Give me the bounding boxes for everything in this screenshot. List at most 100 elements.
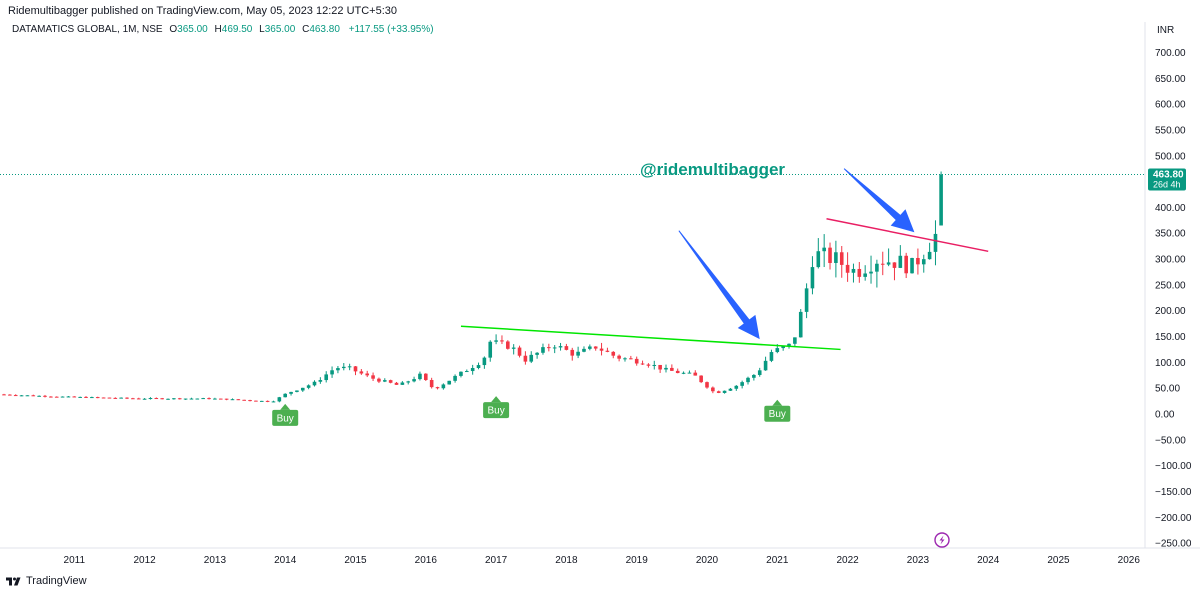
candle-body bbox=[424, 373, 428, 380]
symbol-name[interactable]: DATAMATICS GLOBAL, 1M, NSE bbox=[12, 24, 163, 35]
candle-body bbox=[769, 352, 774, 361]
candle-body bbox=[78, 396, 82, 398]
candle-body bbox=[722, 390, 727, 393]
candle-body bbox=[254, 400, 258, 402]
tradingview-logo-icon bbox=[6, 577, 21, 585]
y-tick-label: 100.00 bbox=[1155, 358, 1186, 369]
candle-body bbox=[189, 398, 194, 400]
candle-body bbox=[242, 399, 246, 401]
x-tick-label: 2012 bbox=[133, 555, 156, 566]
candle-body bbox=[798, 311, 803, 338]
candle-body bbox=[875, 263, 879, 272]
price-axis: 700.00650.00600.00550.00500.00450.00400.… bbox=[1148, 48, 1192, 550]
candle-body bbox=[435, 387, 440, 389]
buy-badge-pointer bbox=[491, 396, 502, 403]
low-value: 365.00 bbox=[264, 24, 296, 35]
candle-body bbox=[177, 398, 182, 400]
candle-body bbox=[552, 347, 557, 349]
candle-body bbox=[916, 257, 920, 265]
candle-body bbox=[869, 271, 873, 274]
currency-label[interactable]: INR bbox=[1157, 25, 1175, 36]
x-tick-label: 2015 bbox=[344, 555, 367, 566]
y-tick-label: −100.00 bbox=[1155, 461, 1192, 472]
candle-body bbox=[711, 387, 715, 392]
candle-body bbox=[277, 397, 282, 402]
candle-body bbox=[312, 381, 317, 386]
footer-brand[interactable]: TradingView bbox=[6, 575, 87, 587]
buy-signal-badge: Buy bbox=[483, 396, 510, 419]
x-tick-label: 2025 bbox=[1047, 555, 1070, 566]
buy-badge-pointer bbox=[280, 403, 291, 410]
candle-body bbox=[681, 372, 686, 374]
candle-body bbox=[207, 398, 211, 400]
candle-body bbox=[476, 365, 481, 369]
candle-body bbox=[886, 262, 891, 265]
time-axis: 2011 2012 2013 2014 2015 2016 2017 2018 2019 2020… bbox=[64, 555, 1141, 566]
flash-icon[interactable] bbox=[934, 532, 950, 548]
candle-body bbox=[8, 394, 12, 396]
candle-body bbox=[716, 391, 721, 393]
candle-body bbox=[382, 380, 387, 382]
y-tick-label: 250.00 bbox=[1155, 280, 1186, 291]
candle-body bbox=[131, 398, 135, 400]
candle-body bbox=[757, 370, 762, 375]
chart-grid bbox=[0, 22, 1200, 549]
candle-body bbox=[201, 398, 205, 400]
candle-body bbox=[793, 337, 797, 344]
candle-body bbox=[845, 264, 850, 273]
candle-body bbox=[218, 398, 223, 400]
candle-body bbox=[494, 340, 498, 342]
candle-body bbox=[652, 364, 657, 366]
candle-body bbox=[447, 380, 452, 385]
x-tick-label: 2021 bbox=[766, 555, 789, 566]
candle-body bbox=[31, 395, 36, 397]
candle-body bbox=[529, 354, 534, 362]
candle-body bbox=[617, 355, 621, 359]
candle-body bbox=[863, 273, 867, 277]
candle-body bbox=[775, 348, 780, 353]
candle-body bbox=[629, 358, 633, 360]
close-value: 463.80 bbox=[309, 24, 340, 35]
candle-body bbox=[183, 398, 188, 400]
flash-icon-ring bbox=[934, 532, 950, 548]
candle-body bbox=[300, 387, 305, 391]
arrow-annotation bbox=[678, 230, 760, 340]
candle-body bbox=[230, 399, 235, 401]
candle-body bbox=[371, 375, 375, 379]
candle-body bbox=[113, 397, 118, 399]
candle-body bbox=[265, 400, 270, 402]
close-label: C bbox=[302, 24, 310, 35]
high-value: 469.50 bbox=[221, 24, 253, 35]
open-value: 365.00 bbox=[177, 24, 208, 35]
candle-body bbox=[804, 288, 809, 312]
candle-body bbox=[136, 398, 141, 400]
y-tick-label: 400.00 bbox=[1155, 203, 1186, 214]
last-price-value: 463.80 bbox=[1153, 169, 1184, 180]
candle-body bbox=[570, 349, 575, 356]
candle-body bbox=[289, 391, 293, 394]
y-tick-label: 0.00 bbox=[1155, 410, 1175, 421]
candle-body bbox=[107, 397, 112, 399]
candle-body bbox=[418, 373, 422, 380]
candle-body bbox=[921, 259, 926, 265]
candle-body bbox=[787, 343, 791, 347]
candle-body bbox=[763, 360, 768, 371]
candle-body bbox=[148, 398, 153, 400]
candle-body bbox=[933, 233, 938, 252]
candle-body bbox=[441, 384, 446, 389]
candle-body bbox=[880, 263, 885, 265]
x-tick-label: 2018 bbox=[555, 555, 578, 566]
candle-body bbox=[658, 364, 662, 370]
candle-body bbox=[511, 347, 516, 349]
candle-body bbox=[84, 396, 88, 398]
arrow-annotation bbox=[843, 168, 915, 233]
last-candle-body bbox=[939, 174, 943, 226]
candle-body bbox=[611, 351, 616, 356]
candle-body bbox=[687, 372, 692, 374]
candle-body bbox=[593, 346, 598, 349]
candle-body bbox=[154, 398, 159, 400]
candle-body bbox=[740, 382, 744, 386]
candle-body bbox=[670, 367, 674, 371]
candle-body bbox=[927, 251, 932, 260]
